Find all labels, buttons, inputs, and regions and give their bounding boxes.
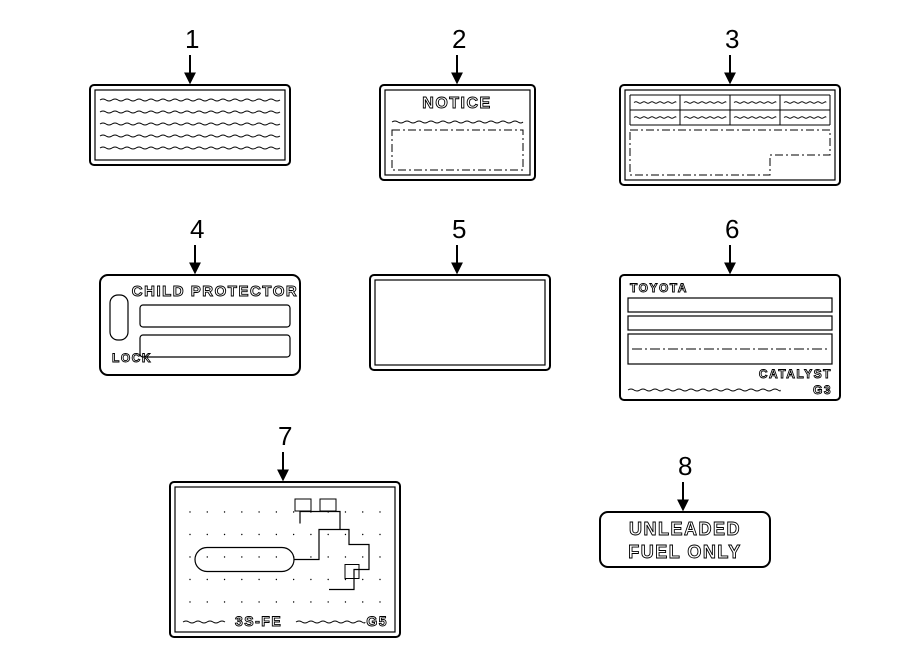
label-2: 2 NOTICE: [380, 24, 535, 180]
label-text: LOCK: [112, 351, 152, 365]
callout-number-7: 7: [278, 421, 292, 451]
label-text: CATALYST: [759, 367, 832, 381]
label-text: UNLEADED: [629, 519, 741, 539]
callout-number-5: 5: [452, 214, 466, 244]
label-7: 7 3S-FE G5: [170, 421, 400, 637]
label-8: 8 UNLEADED FUEL ONLY: [600, 451, 770, 567]
label-3: 3: [620, 24, 840, 185]
label-text: NOTICE: [422, 95, 491, 112]
label-4: 4 CHILD PROTECTOR LOCK: [100, 214, 300, 375]
callout-number-2: 2: [452, 24, 466, 54]
label-text: CHILD PROTECTOR: [132, 283, 298, 300]
label-text: FUEL ONLY: [628, 542, 742, 562]
label-outline: [370, 275, 550, 370]
callout-number-8: 8: [678, 451, 692, 481]
callout-number-1: 1: [185, 24, 199, 54]
label-1: 1: [90, 24, 290, 165]
callout-number-6: 6: [725, 214, 739, 244]
label-text: G3: [813, 383, 832, 397]
label-text: 3S-FE: [235, 613, 282, 629]
label-text: G5: [366, 613, 388, 629]
label-6: 6 TOYOTA CATALYST G3: [620, 214, 840, 400]
label-5: 5: [370, 214, 550, 370]
callout-number-4: 4: [190, 214, 204, 244]
parts-diagram: 1 2 NOTICE 3 4 CHILD PROTECTOR LOCK 5 6 TOYOTA CAT…: [0, 0, 900, 661]
callout-number-3: 3: [725, 24, 739, 54]
label-text: TOYOTA: [630, 281, 688, 295]
